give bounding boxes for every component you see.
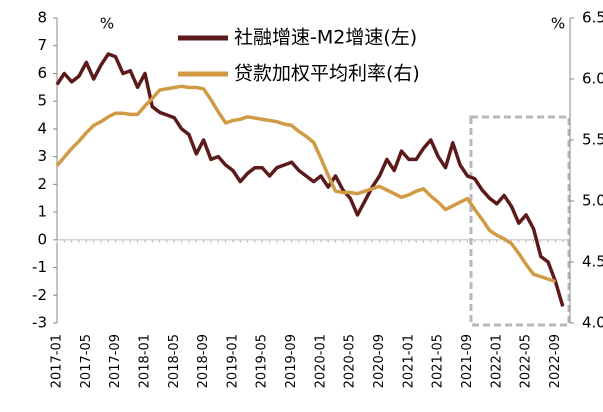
x-tick-label: 2020-05: [343, 334, 358, 388]
x-tick-label: 2017-09: [108, 334, 123, 388]
x-tick-label: 2022-05: [519, 334, 534, 388]
y-tick-label: 6: [37, 64, 47, 82]
x-tick-label: 2018-05: [167, 334, 182, 388]
series-line: [55, 84, 556, 284]
y2-tick-label: 5.0: [582, 192, 603, 210]
x-tick-label: 2020-09: [372, 334, 387, 388]
x-tick-label: 2019-05: [255, 334, 270, 388]
x-tick-label: 2017-05: [79, 334, 94, 388]
x-tick-label: 2018-09: [196, 334, 211, 388]
x-tick-label: 2022-01: [489, 334, 504, 388]
y-tick-label: 8: [37, 9, 47, 27]
x-tick-label: 2022-09: [548, 334, 563, 388]
y-tick-label: -2: [32, 286, 47, 304]
y-tick-label: 5: [37, 92, 47, 110]
series-line: [55, 52, 565, 307]
x-tick-label: 2021-01: [401, 334, 416, 388]
y2-unit: %: [551, 15, 565, 33]
x-tick-label: 2019-09: [284, 334, 299, 388]
y2-tick-label: 6.5: [582, 9, 603, 27]
y-tick-label: -1: [32, 258, 47, 276]
x-tick-label: 2019-01: [225, 334, 240, 388]
y-tick-label: 1: [37, 203, 47, 221]
x-tick-label: 2021-09: [460, 334, 475, 388]
legend-label: 社融增速-M2增速(左): [234, 27, 417, 49]
y2-tick-label: 5.5: [582, 131, 603, 149]
y-tick-label: 0: [37, 230, 47, 248]
y-tick-label: 4: [37, 119, 47, 137]
y2-tick-label: 4.0: [582, 314, 603, 332]
x-tick-label: 2021-05: [431, 334, 446, 388]
y2-tick-label: 4.5: [582, 253, 603, 271]
x-tick-label: 2017-01: [50, 334, 65, 388]
x-tick-label: 2020-01: [313, 334, 328, 388]
y-tick-label: 7: [37, 36, 47, 54]
highlight-box: [469, 115, 571, 327]
legend-label: 贷款加权平均利率(右): [234, 63, 420, 85]
x-tick-label: 2018-01: [137, 334, 152, 388]
y-unit: %: [100, 15, 114, 33]
y2-tick-label: 6.0: [582, 70, 603, 88]
y-tick-label: -3: [32, 314, 47, 332]
y-tick-label: 3: [37, 147, 47, 165]
y-tick-label: 2: [37, 175, 47, 193]
